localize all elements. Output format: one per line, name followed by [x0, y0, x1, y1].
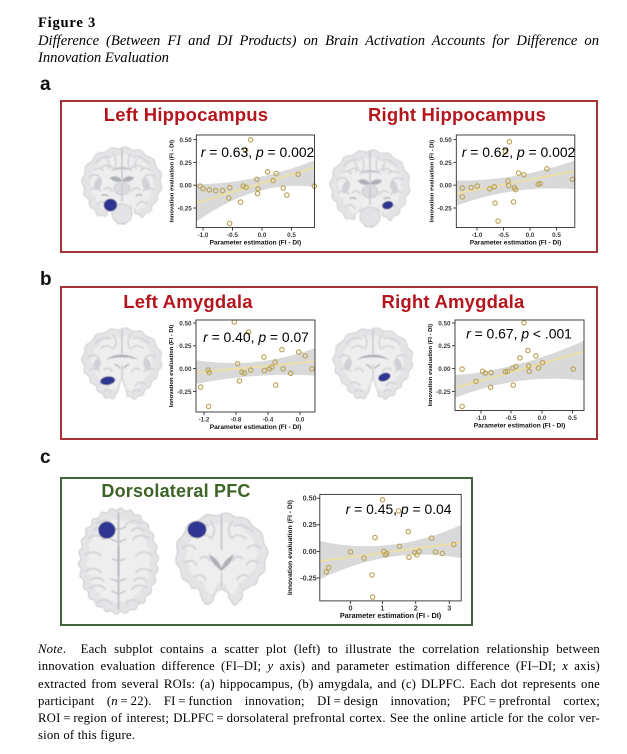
svg-text:-1.0: -1.0	[476, 415, 487, 422]
svg-text:0.00: 0.00	[180, 183, 193, 190]
svg-text:-0.25: -0.25	[436, 389, 451, 396]
svg-text:Innovation evaluation (FI - DI: Innovation evaluation (FI - DI)	[169, 325, 175, 408]
svg-text:-0.5: -0.5	[506, 415, 517, 422]
svg-text:0.25: 0.25	[438, 343, 451, 350]
svg-text:Innovation evaluation (FI - DI: Innovation evaluation (FI - DI)	[169, 140, 175, 223]
svg-text:-0.25: -0.25	[177, 205, 192, 212]
svg-text:0.25: 0.25	[179, 343, 192, 350]
svg-text:r = 0.63, p = 0.002: r = 0.63, p = 0.002	[201, 144, 315, 160]
svg-text:0.00: 0.00	[303, 547, 317, 556]
svg-text:-0.5: -0.5	[498, 232, 509, 239]
svg-text:Innovation evaluation (FI - DI: Innovation evaluation (FI - DI)	[287, 500, 294, 595]
svg-text:0.50: 0.50	[438, 320, 451, 327]
svg-text:-0.25: -0.25	[437, 205, 452, 212]
svg-text:-1.0: -1.0	[472, 232, 483, 239]
svg-text:r = 0.67, p < .001: r = 0.67, p < .001	[466, 326, 572, 342]
svg-text:1: 1	[380, 603, 384, 612]
svg-text:Innovation evaluation (FI - DI: Innovation evaluation (FI - DI)	[429, 140, 435, 223]
svg-text:-0.4: -0.4	[263, 417, 274, 424]
svg-text:0.25: 0.25	[180, 160, 193, 167]
svg-text:2: 2	[414, 603, 418, 612]
svg-text:Innovation evaluation (FI - DI: Innovation evaluation (FI - DI)	[428, 324, 434, 407]
svg-text:Parameter estimation (FI - DI): Parameter estimation (FI - DI)	[340, 611, 442, 620]
svg-text:r = 0.45, p = 0.04: r = 0.45, p = 0.04	[346, 501, 452, 517]
svg-text:3: 3	[447, 603, 451, 612]
svg-text:0.50: 0.50	[179, 320, 192, 327]
svg-text:Parameter estimation (FI - DI): Parameter estimation (FI - DI)	[470, 240, 562, 247]
svg-text:0.50: 0.50	[180, 137, 193, 144]
svg-text:-0.8: -0.8	[231, 417, 242, 424]
svg-text:-1.2: -1.2	[199, 417, 210, 424]
svg-text:0.0: 0.0	[258, 232, 267, 239]
svg-text:-0.25: -0.25	[300, 573, 316, 582]
svg-text:0.00: 0.00	[440, 183, 453, 190]
svg-text:0.25: 0.25	[303, 520, 317, 529]
svg-text:Parameter estimation (FI - DI): Parameter estimation (FI - DI)	[474, 423, 566, 430]
svg-text:0.5: 0.5	[287, 232, 296, 239]
svg-text:r = 0.62, p = 0.002: r = 0.62, p = 0.002	[462, 144, 576, 160]
svg-text:0.50: 0.50	[303, 494, 317, 503]
svg-text:0.00: 0.00	[179, 366, 192, 373]
svg-text:0.5: 0.5	[568, 415, 577, 422]
svg-text:0.25: 0.25	[440, 160, 453, 167]
svg-text:Parameter estimation (FI - DI): Parameter estimation (FI - DI)	[210, 240, 302, 247]
svg-text:-1.0: -1.0	[198, 232, 209, 239]
svg-text:0: 0	[349, 603, 353, 612]
svg-text:0.50: 0.50	[440, 137, 453, 144]
svg-text:0.0: 0.0	[296, 417, 305, 424]
svg-text:0.00: 0.00	[438, 366, 451, 373]
svg-text:0.5: 0.5	[552, 232, 561, 239]
svg-text:Parameter estimation (FI - DI): Parameter estimation (FI - DI)	[210, 424, 302, 431]
svg-text:r = 0.40, p = 0.07: r = 0.40, p = 0.07	[203, 329, 309, 345]
svg-text:-0.5: -0.5	[227, 232, 238, 239]
svg-text:0.0: 0.0	[526, 232, 535, 239]
svg-text:-0.25: -0.25	[177, 389, 192, 396]
svg-text:0.0: 0.0	[538, 415, 547, 422]
